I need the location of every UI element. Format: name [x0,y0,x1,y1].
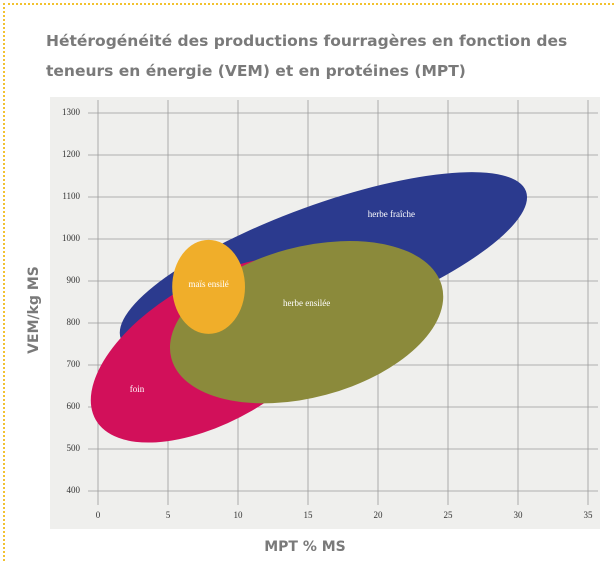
y-tick-label: 800 [67,317,81,327]
y-tick-label: 400 [67,485,81,495]
y-tick-label: 900 [67,275,81,285]
region-label: foin [130,384,145,394]
x-tick-label: 10 [234,510,244,520]
card [3,3,614,561]
region-label: maïs ensilé [188,279,228,289]
x-tick-label: 5 [166,510,171,520]
region-label: herbe fraîche [368,209,415,219]
x-tick-label: 20 [374,510,384,520]
x-tick-label: 0 [96,510,101,520]
y-tick-label: 600 [67,401,81,411]
x-tick-label: 30 [514,510,524,520]
x-tick-label: 25 [444,510,454,520]
y-axis-label: VEM/kg MS [26,266,42,354]
chart-title: Hétérogénéité des productions fourragère… [46,32,568,80]
region-label: herbe ensilée [283,298,330,308]
y-tick-label: 500 [67,443,81,453]
y-tick-label: 1100 [62,191,80,201]
y-tick-label: 1300 [62,107,81,117]
x-tick-label: 35 [584,510,594,520]
x-axis-label: MPT % MS [264,539,346,555]
x-tick-label: 15 [304,510,314,520]
y-tick-label: 700 [67,359,81,369]
region [172,239,246,334]
y-tick-label: 1200 [62,149,81,159]
y-tick-label: 1000 [62,233,81,243]
